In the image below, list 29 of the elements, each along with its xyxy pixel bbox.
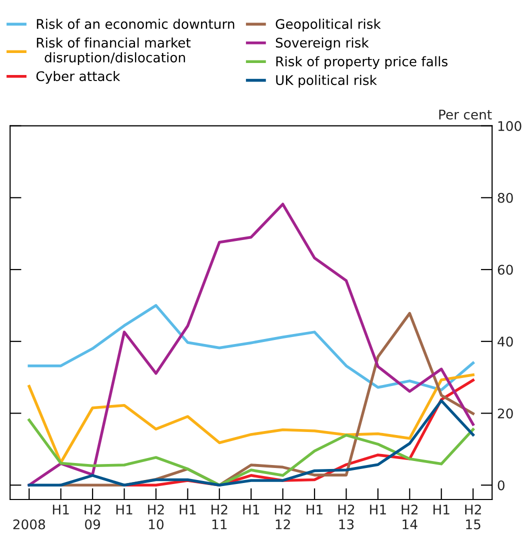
legend-label: Geopolitical risk	[276, 18, 381, 32]
x-tick-label: H1	[52, 504, 69, 514]
x-tick-label: H2 09	[84, 504, 100, 530]
y-tick-label: 20	[498, 408, 513, 418]
y-tick-label: 60	[498, 264, 513, 275]
x-tick-label: H2 14	[402, 504, 418, 530]
x-tick-label: H1	[370, 504, 386, 514]
y-axis-title: Per cent	[439, 110, 492, 120]
x-tick-label: H2 11	[212, 504, 228, 530]
x-tick-label: H1	[434, 504, 450, 514]
x-tick-label: 2008	[13, 519, 46, 530]
legend-label: Risk of financial market disruption/dislocation	[36, 37, 191, 66]
legend-label: Cyber attack	[36, 70, 120, 84]
x-tick-label: H2 10	[148, 504, 164, 530]
x-tick-label: H2 13	[338, 504, 354, 530]
legend-label: Risk of property price falls	[276, 56, 448, 69]
y-tick-label: 40	[498, 336, 513, 347]
y-tick-label: 80	[498, 192, 513, 203]
x-tick-label: H2 15	[465, 504, 481, 530]
legend-label: Risk of an economic downturn	[36, 18, 234, 29]
x-tick-label: H1	[243, 504, 260, 514]
x-tick-label: H1	[180, 504, 196, 514]
legend-label: UK political risk	[276, 74, 377, 88]
y-tick-label: 100	[498, 121, 522, 132]
x-tick-label: H1	[116, 504, 132, 514]
y-tick-label: 0	[498, 480, 504, 490]
x-tick-label: H2 12	[274, 504, 291, 530]
x-tick-label: H1	[306, 504, 322, 514]
legend-label: Sovereign risk	[276, 37, 369, 50]
